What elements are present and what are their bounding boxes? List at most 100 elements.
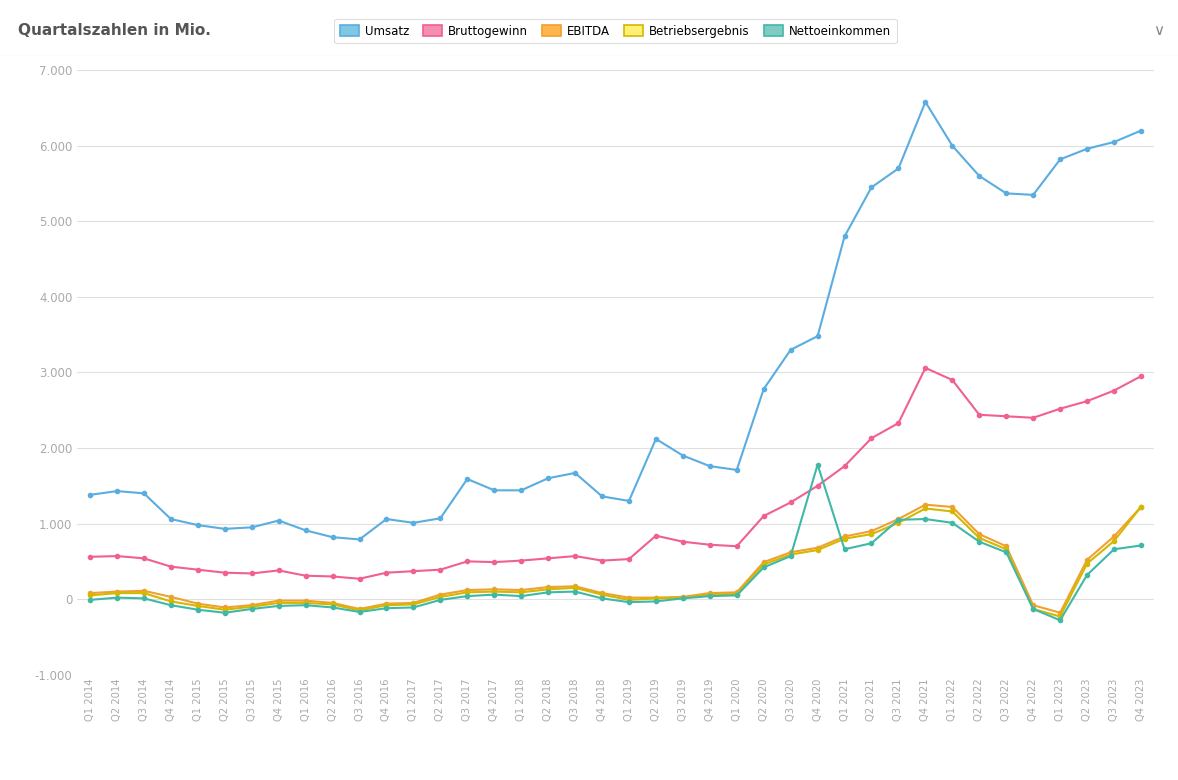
Bruttogewinn [945,375,959,385]
Umsatz [541,473,555,483]
Bruttogewinn [1107,386,1121,395]
Bruttogewinn [137,554,151,563]
Bruttogewinn [892,418,906,427]
EBITDA [676,592,690,601]
EBITDA [972,530,986,539]
EBITDA [1107,532,1121,541]
EBITDA [406,598,421,608]
Umsatz [110,487,124,496]
Umsatz [810,332,825,341]
Nettoeinkommen [945,518,959,527]
Betriebsergebnis [568,583,582,593]
Nettoeinkommen [810,460,825,470]
Betriebsergebnis [1053,612,1067,621]
Nettoeinkommen [110,593,124,602]
Nettoeinkommen [191,605,205,615]
EBITDA [245,601,259,610]
Nettoeinkommen [1107,544,1121,554]
Umsatz [1107,137,1121,147]
EBITDA [622,593,636,602]
EBITDA [110,587,124,596]
Betriebsergebnis [1134,502,1149,512]
Betriebsergebnis [488,587,502,596]
Betriebsergebnis [622,595,636,604]
Bruttogewinn [783,498,798,507]
Umsatz [191,520,205,530]
Bruttogewinn [514,556,528,566]
Nettoeinkommen [325,603,339,612]
Betriebsergebnis [406,600,421,609]
EBITDA [325,598,339,608]
Umsatz [892,164,906,173]
Bruttogewinn [191,565,205,574]
Nettoeinkommen [164,601,178,610]
Bruttogewinn [541,554,555,563]
Betriebsergebnis [783,550,798,559]
Text: ∨: ∨ [1153,23,1164,38]
Betriebsergebnis [461,587,475,597]
Umsatz [461,474,475,484]
Umsatz [676,451,690,460]
Bruttogewinn [218,568,232,577]
Nettoeinkommen [1134,541,1149,550]
Betriebsergebnis [352,606,366,615]
Bruttogewinn [110,551,124,561]
Umsatz [783,345,798,354]
EBITDA [729,587,743,597]
Nettoeinkommen [999,548,1013,557]
Nettoeinkommen [783,551,798,561]
Nettoeinkommen [622,597,636,607]
Umsatz [945,141,959,151]
Umsatz [1026,190,1040,200]
Bruttogewinn [352,574,366,583]
EBITDA [999,541,1013,551]
Bruttogewinn [164,562,178,571]
EBITDA [514,585,528,594]
Bruttogewinn [838,462,852,471]
Betriebsergebnis [164,597,178,606]
Bruttogewinn [703,540,717,549]
Umsatz [838,232,852,241]
Nettoeinkommen [568,587,582,596]
Bruttogewinn [1026,413,1040,423]
Betriebsergebnis [919,504,933,513]
EBITDA [649,593,663,602]
Betriebsergebnis [972,534,986,543]
EBITDA [756,558,770,567]
EBITDA [783,548,798,557]
Umsatz [1134,126,1149,136]
EBITDA [352,604,366,614]
Umsatz [488,486,502,495]
Nettoeinkommen [595,594,609,603]
Umsatz [164,514,178,523]
Nettoeinkommen [218,608,232,618]
Betriebsergebnis [245,602,259,612]
Nettoeinkommen [972,537,986,546]
Umsatz [568,468,582,477]
EBITDA [191,599,205,608]
Bruttogewinn [272,566,286,575]
Bruttogewinn [298,571,312,580]
Betriebsergebnis [838,534,852,544]
EBITDA [595,588,609,597]
Bruttogewinn [595,556,609,566]
Line: Umsatz: Umsatz [88,100,1143,541]
EBITDA [838,532,852,541]
Betriebsergebnis [649,594,663,603]
Betriebsergebnis [272,598,286,608]
Betriebsergebnis [892,518,906,527]
Nettoeinkommen [703,591,717,601]
Betriebsergebnis [541,585,555,594]
Umsatz [756,385,770,394]
Nettoeinkommen [379,604,393,613]
Umsatz [649,434,663,444]
Bruttogewinn [379,568,393,577]
Betriebsergebnis [676,593,690,602]
EBITDA [945,502,959,512]
Nettoeinkommen [1053,615,1067,625]
Bruttogewinn [82,552,97,562]
Umsatz [999,189,1013,198]
Betriebsergebnis [110,588,124,597]
EBITDA [1134,502,1149,512]
Betriebsergebnis [1026,604,1040,614]
